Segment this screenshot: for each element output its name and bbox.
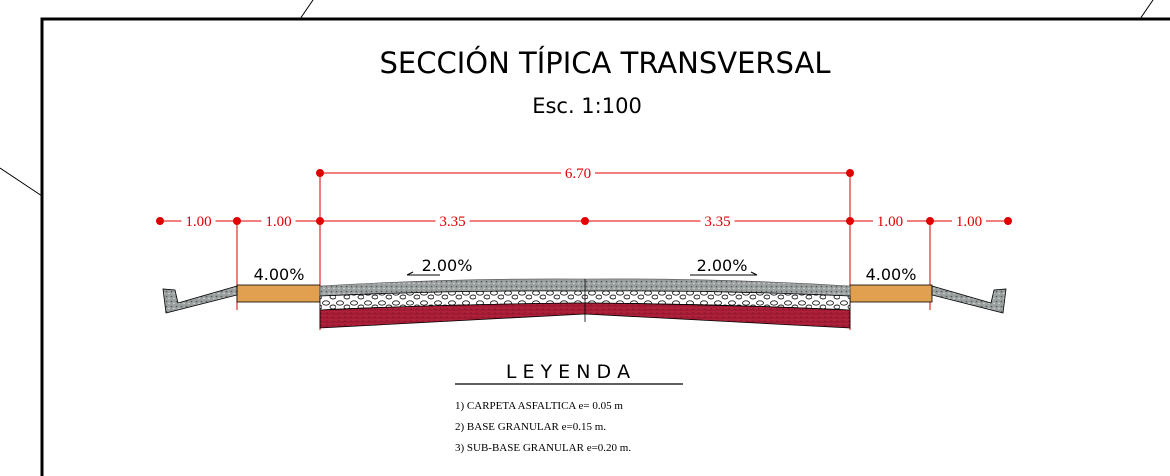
slope-label: 2.00% — [422, 256, 473, 275]
legend-item: 1) CARPETA ASFALTICA e= 0.05 m — [455, 400, 623, 412]
dim-label: 3.35 — [439, 214, 465, 230]
title: SECCIÓN TÍPICA TRANSVERSAL — [379, 46, 830, 80]
slope-label: 4.00% — [254, 265, 305, 284]
subtitle: Esc. 1:100 — [532, 94, 642, 118]
slope-label: 4.00% — [866, 265, 917, 284]
dim-label-bg — [181, 212, 216, 229]
dim-label-bg — [261, 212, 296, 229]
dim-label-bg — [952, 212, 986, 229]
dim-label-bg — [435, 212, 470, 229]
legend-item: 2) BASE GRANULAR e=0.15 m. — [455, 421, 606, 433]
legend-item: 3) SUB-BASE GRANULAR e=0.20 m. — [455, 442, 631, 454]
dim-label-bg — [561, 164, 595, 181]
dim-label-bg — [700, 212, 735, 229]
dim-label: 1.00 — [265, 214, 291, 230]
dim-label: 1.00 — [956, 214, 982, 230]
dim-label-bg — [873, 212, 907, 229]
dim-label: 3.35 — [704, 214, 730, 230]
road-section — [162, 271, 1007, 329]
slope-label: 2.00% — [697, 256, 748, 275]
dim-label: 1.00 — [185, 214, 211, 230]
dim-label: 6.70 — [565, 166, 591, 182]
dim-label: 1.00 — [877, 214, 903, 230]
legend-title: L E Y E N D A — [506, 361, 630, 383]
